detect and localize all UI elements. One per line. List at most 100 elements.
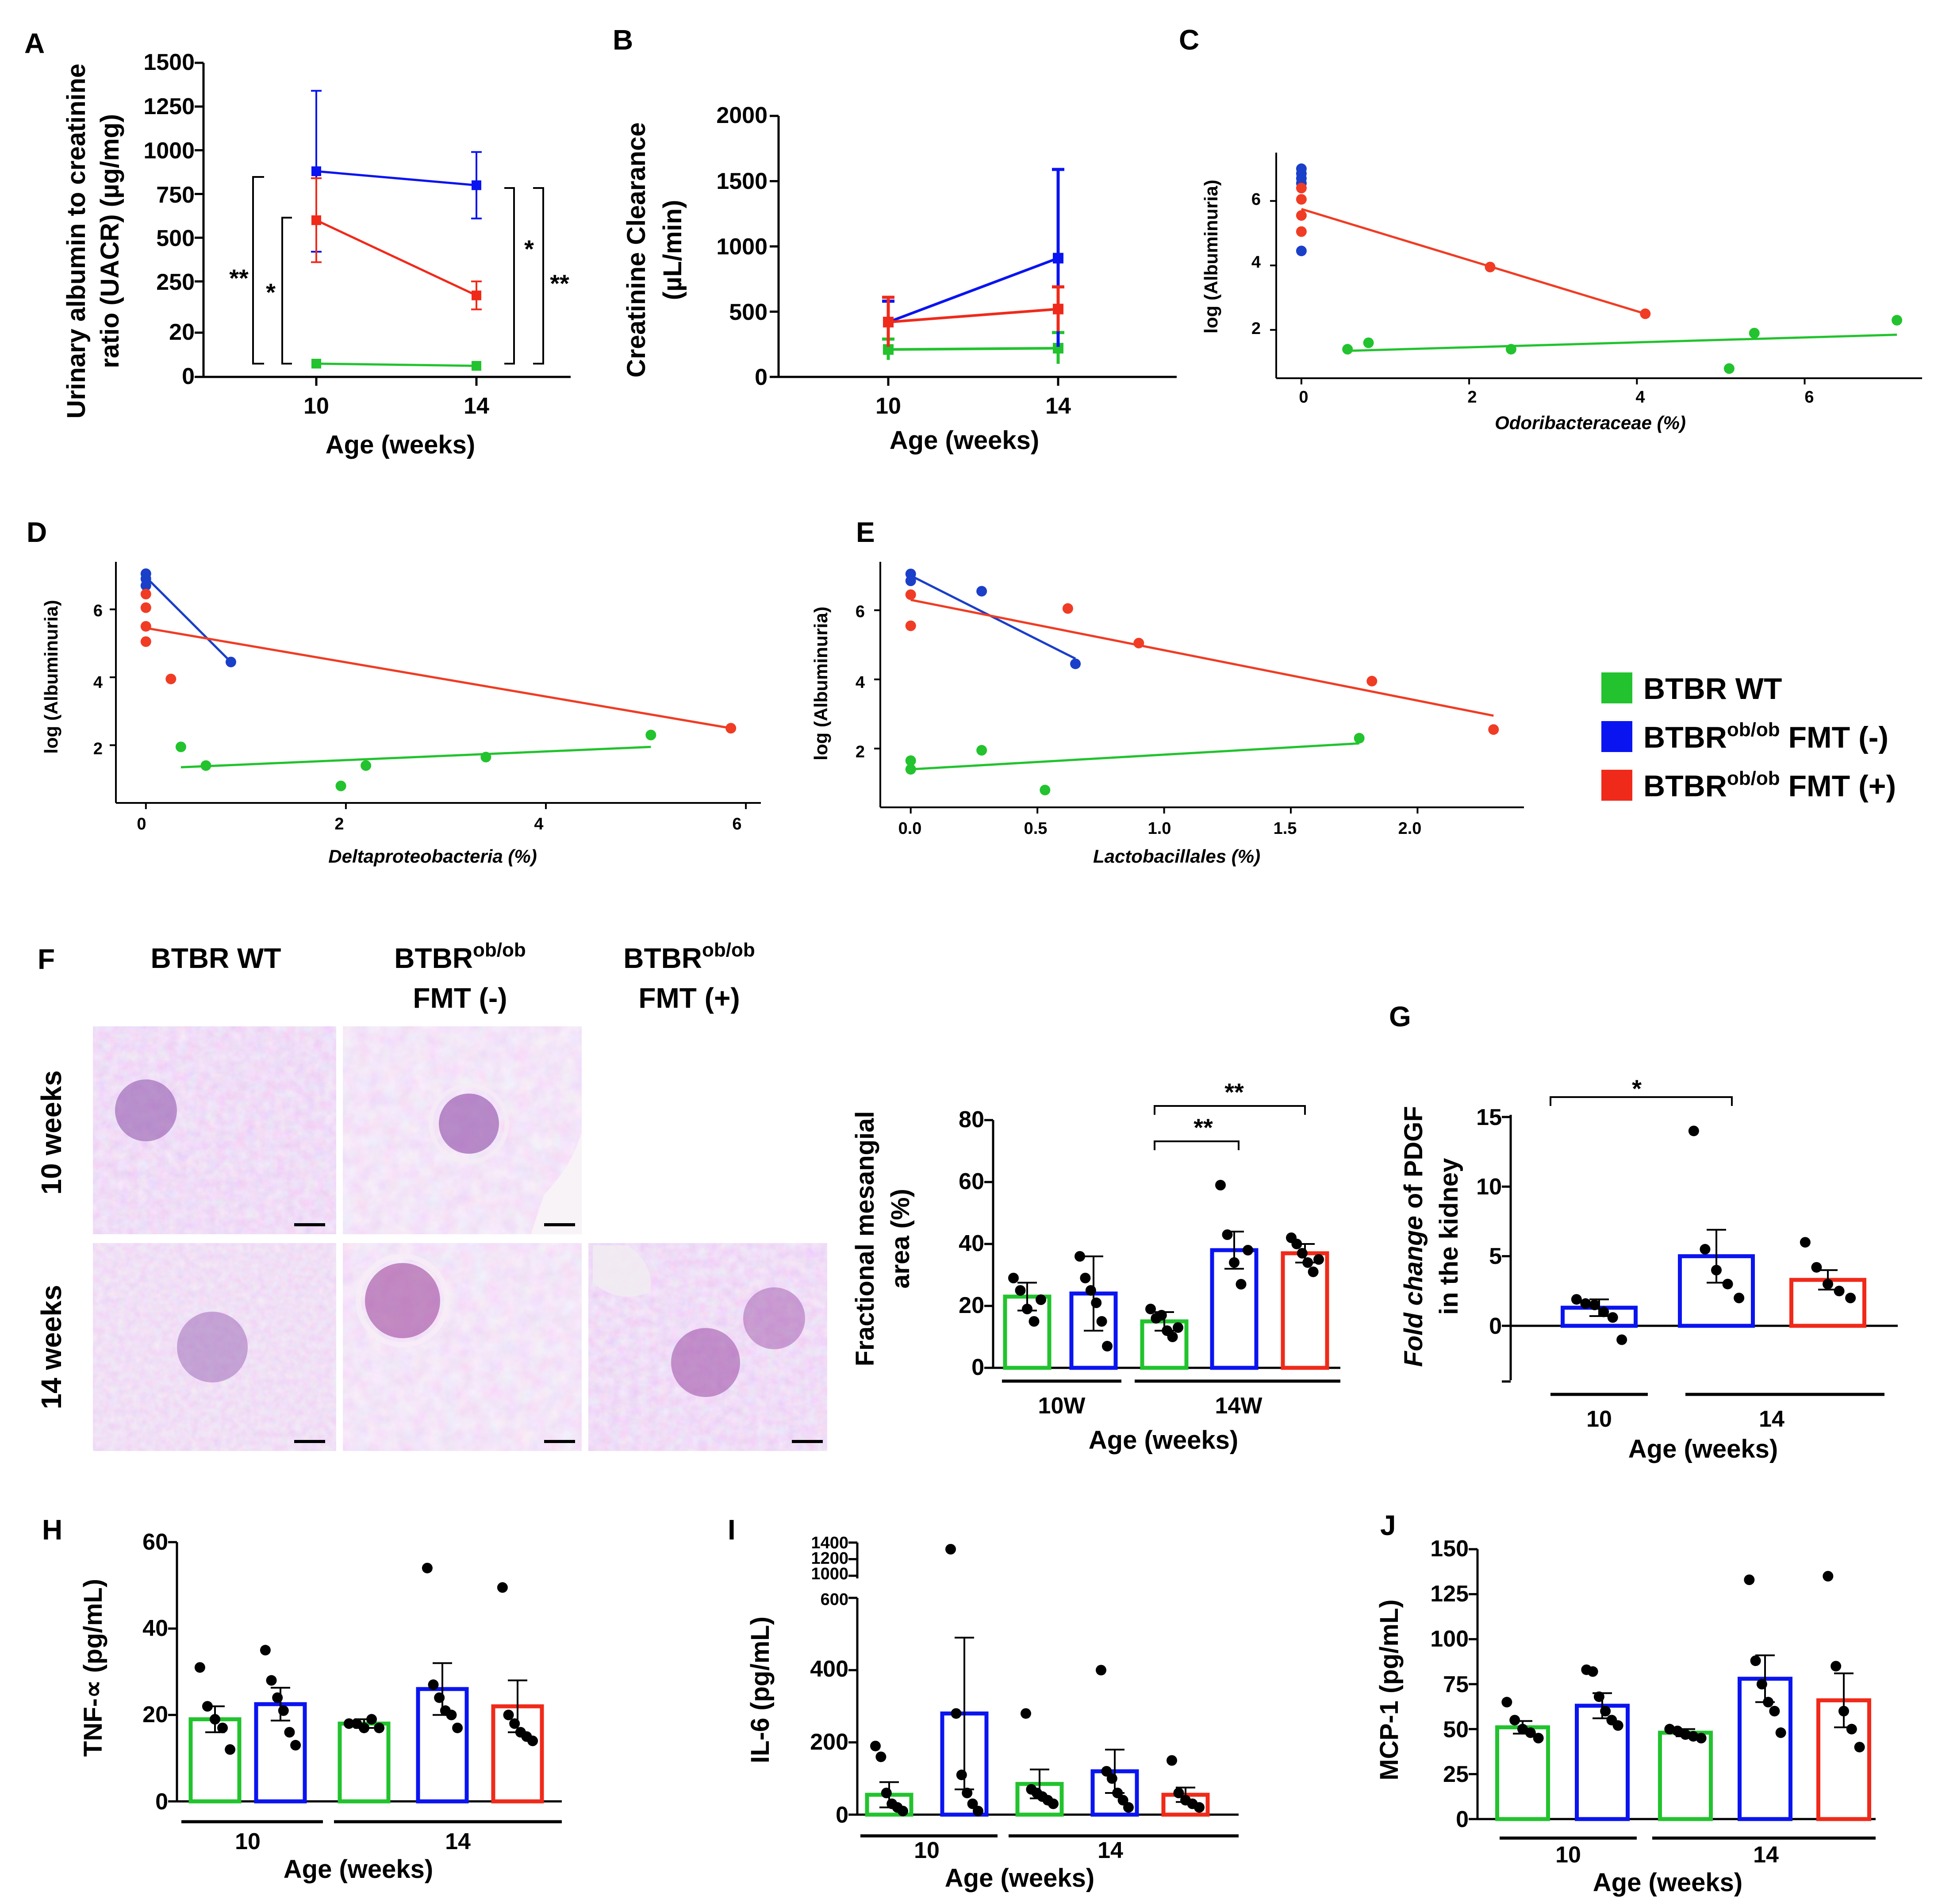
micrograph-wt-10w	[93, 1026, 336, 1234]
j-data-point-3	[1750, 1655, 1761, 1666]
f-ytick-0: 0	[971, 1355, 984, 1380]
d-fit-line-1	[145, 576, 232, 663]
f-data-point-3	[1243, 1245, 1253, 1255]
i-group-14: 14	[1098, 1838, 1123, 1863]
i-data-point-3	[1096, 1665, 1106, 1676]
c-fit-line-0	[1347, 334, 1897, 352]
e-ylabel: log (Albuminuria)	[810, 607, 831, 760]
c-point-0	[1749, 328, 1760, 338]
panel-letter-h: H	[42, 1514, 62, 1546]
j-data-point-1	[1587, 1666, 1598, 1677]
e-point-2	[905, 589, 916, 600]
chart-c-marks	[1270, 153, 1922, 384]
j-data-point-4	[1823, 1571, 1834, 1582]
g-data-point-1	[1722, 1278, 1733, 1290]
a-ytick-1500: 1500	[143, 50, 195, 75]
legend-item-pos: BTBRob/ob FMT (+)	[1601, 768, 1896, 803]
j-data-point-1	[1593, 1691, 1604, 1702]
f-ylabel-line1: Fractional mesangial	[851, 1111, 879, 1367]
a-series-line-1	[316, 170, 477, 187]
e-fit-line-0	[910, 742, 1359, 771]
i-data-point-3	[1123, 1802, 1134, 1813]
i-data-point-0	[875, 1751, 886, 1762]
g-data-point-0	[1589, 1299, 1600, 1310]
i-ytick-600: 600	[821, 1590, 848, 1609]
i-ytick-1200: 1200	[811, 1549, 848, 1568]
j-group-14: 14	[1753, 1842, 1779, 1868]
f-data-point-2	[1156, 1310, 1167, 1321]
f-data-point-4	[1297, 1248, 1308, 1259]
panel-f-chart: 80 60 40 20 0 10W 14W Age (weeks) Fracti…	[851, 1078, 1340, 1455]
chart-f-marks	[984, 1105, 1340, 1383]
i-data-point-1	[956, 1770, 967, 1781]
panel-letter-f: F	[38, 943, 55, 975]
panel-g: G 15 10 5 0 10 14 Age (weeks) Fold chang…	[1389, 1001, 1898, 1463]
i-data-point-4	[1173, 1788, 1184, 1798]
b-series-line-0	[888, 347, 1059, 351]
c-point-1	[1296, 246, 1307, 257]
g-data-point-2	[1800, 1237, 1811, 1248]
h-data-point-0	[194, 1662, 205, 1673]
e-point-2	[905, 620, 916, 631]
e-xtick-15: 1.5	[1274, 819, 1297, 838]
j-data-point-3	[1763, 1697, 1774, 1708]
c-ytick-2: 2	[1251, 319, 1261, 338]
g-ytick-10: 10	[1476, 1174, 1502, 1200]
j-data-point-3	[1775, 1727, 1786, 1738]
f-xlabel: Age (weeks)	[1089, 1426, 1238, 1455]
e-xtick-0: 0.0	[898, 819, 922, 838]
f-ylabel-line2: area (%)	[886, 1189, 915, 1289]
e-point-0	[1354, 733, 1365, 744]
h-data-point-3	[422, 1562, 433, 1574]
g-sig-bracket	[1550, 1096, 1733, 1106]
b-ytick-1000: 1000	[716, 234, 768, 260]
g-group-14: 14	[1759, 1406, 1784, 1432]
i-xlabel: Age (weeks)	[945, 1864, 1094, 1892]
j-ytick-150: 150	[1430, 1536, 1469, 1562]
d-xlabel: Deltaproteobacteria (%)	[328, 846, 537, 867]
c-point-0	[1505, 344, 1516, 355]
f-ytick-60: 60	[959, 1169, 984, 1194]
f-data-point-1	[1085, 1285, 1096, 1296]
j-data-point-1	[1612, 1720, 1623, 1731]
j-data-point-2	[1672, 1725, 1683, 1736]
legend-label-neg: BTBRob/ob FMT (-)	[1643, 719, 1888, 754]
i-data-point-1	[973, 1805, 983, 1816]
a-ytick-750: 750	[156, 182, 195, 208]
f-data-point-0	[1036, 1294, 1046, 1305]
i-data-point-0	[898, 1805, 908, 1816]
e-point-0	[1040, 784, 1051, 795]
e-point-2	[1062, 603, 1073, 614]
d-ytick-6: 6	[93, 602, 103, 620]
h-data-point-2	[366, 1714, 377, 1725]
g-data-point-2	[1834, 1286, 1845, 1297]
g-group-10: 10	[1586, 1406, 1612, 1432]
f-sig-bracket	[1154, 1105, 1306, 1115]
i-data-point-0	[881, 1788, 892, 1798]
a-xtick-14: 14	[464, 393, 489, 419]
chart-a-marks	[195, 61, 571, 386]
j-data-point-0	[1501, 1697, 1512, 1708]
h-data-point-4	[509, 1718, 520, 1729]
i-ytick-1000: 1000	[811, 1565, 848, 1583]
h-bar-2	[338, 1721, 391, 1804]
d-point-2	[165, 673, 177, 684]
f-ytick-20: 20	[959, 1293, 984, 1318]
panel-j: J 150 125 100 75 50 25 0 10 14 Age (week…	[1375, 1509, 1876, 1897]
panel-letter-b: B	[613, 24, 633, 56]
f-data-point-2	[1167, 1332, 1178, 1342]
d-point-0	[200, 760, 211, 771]
c-xtick-6: 6	[1804, 388, 1814, 407]
e-fit-line-2	[910, 599, 1494, 717]
panel-i: I 1400 1200 1000 600 400 200 0 10 14 Age…	[728, 1514, 1239, 1892]
histology-col1-title: BTBR WT	[150, 942, 281, 974]
h-data-point-1	[278, 1705, 289, 1716]
e-point-0	[976, 745, 987, 756]
e-xtick-10: 1.0	[1148, 819, 1171, 838]
a-sig-wt-vs-pos-10: *	[266, 278, 276, 306]
d-point-0	[645, 729, 656, 741]
a-ylabel-line1: Urinary albumin to creatinine	[62, 64, 91, 419]
c-point-2	[1296, 226, 1307, 237]
panel-b: B 2000 1500 1000 500 0 10 14 Age (weeks)…	[613, 24, 1177, 455]
f-data-point-2	[1173, 1322, 1183, 1333]
